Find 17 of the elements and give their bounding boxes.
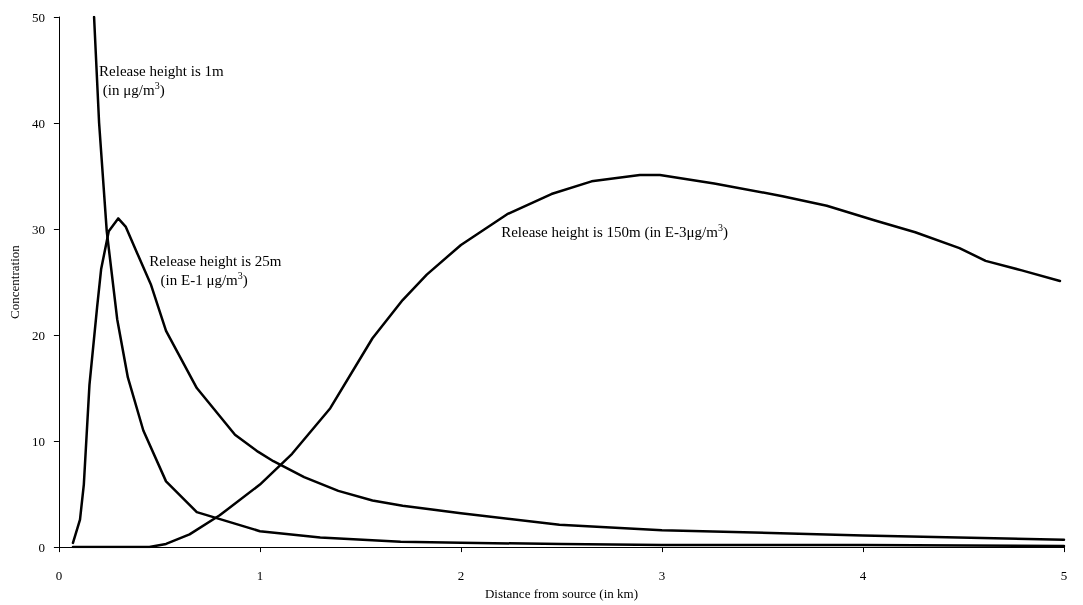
y-tick-label: 30 <box>31 221 45 237</box>
x-tick-label: 4 <box>859 568 867 584</box>
x-tick-label: 5 <box>1060 568 1068 584</box>
x-tick-label: 0 <box>55 568 63 584</box>
x-tick-label: 3 <box>658 568 666 584</box>
x-tick-label: 1 <box>256 568 264 584</box>
y-axis-title: Concentration <box>7 244 22 319</box>
annotation: Release height is 150m (in E-3μg/m$^{3}$) <box>501 221 728 242</box>
annotation: Release height is 1m (in μg/m$^{3}$) <box>99 61 224 100</box>
y-tick-label: 20 <box>31 327 45 343</box>
y-tick-label: 10 <box>31 433 45 449</box>
x-tick-label: 2 <box>457 568 465 584</box>
x-axis-title: Distance from source (in km) <box>484 586 638 601</box>
y-tick-label: 50 <box>31 9 45 25</box>
annotation: Release height is 25m (in E-1 μg/m$^{3}$) <box>149 252 282 291</box>
y-tick-label: 40 <box>31 115 45 131</box>
y-tick-label: 0 <box>38 539 45 555</box>
